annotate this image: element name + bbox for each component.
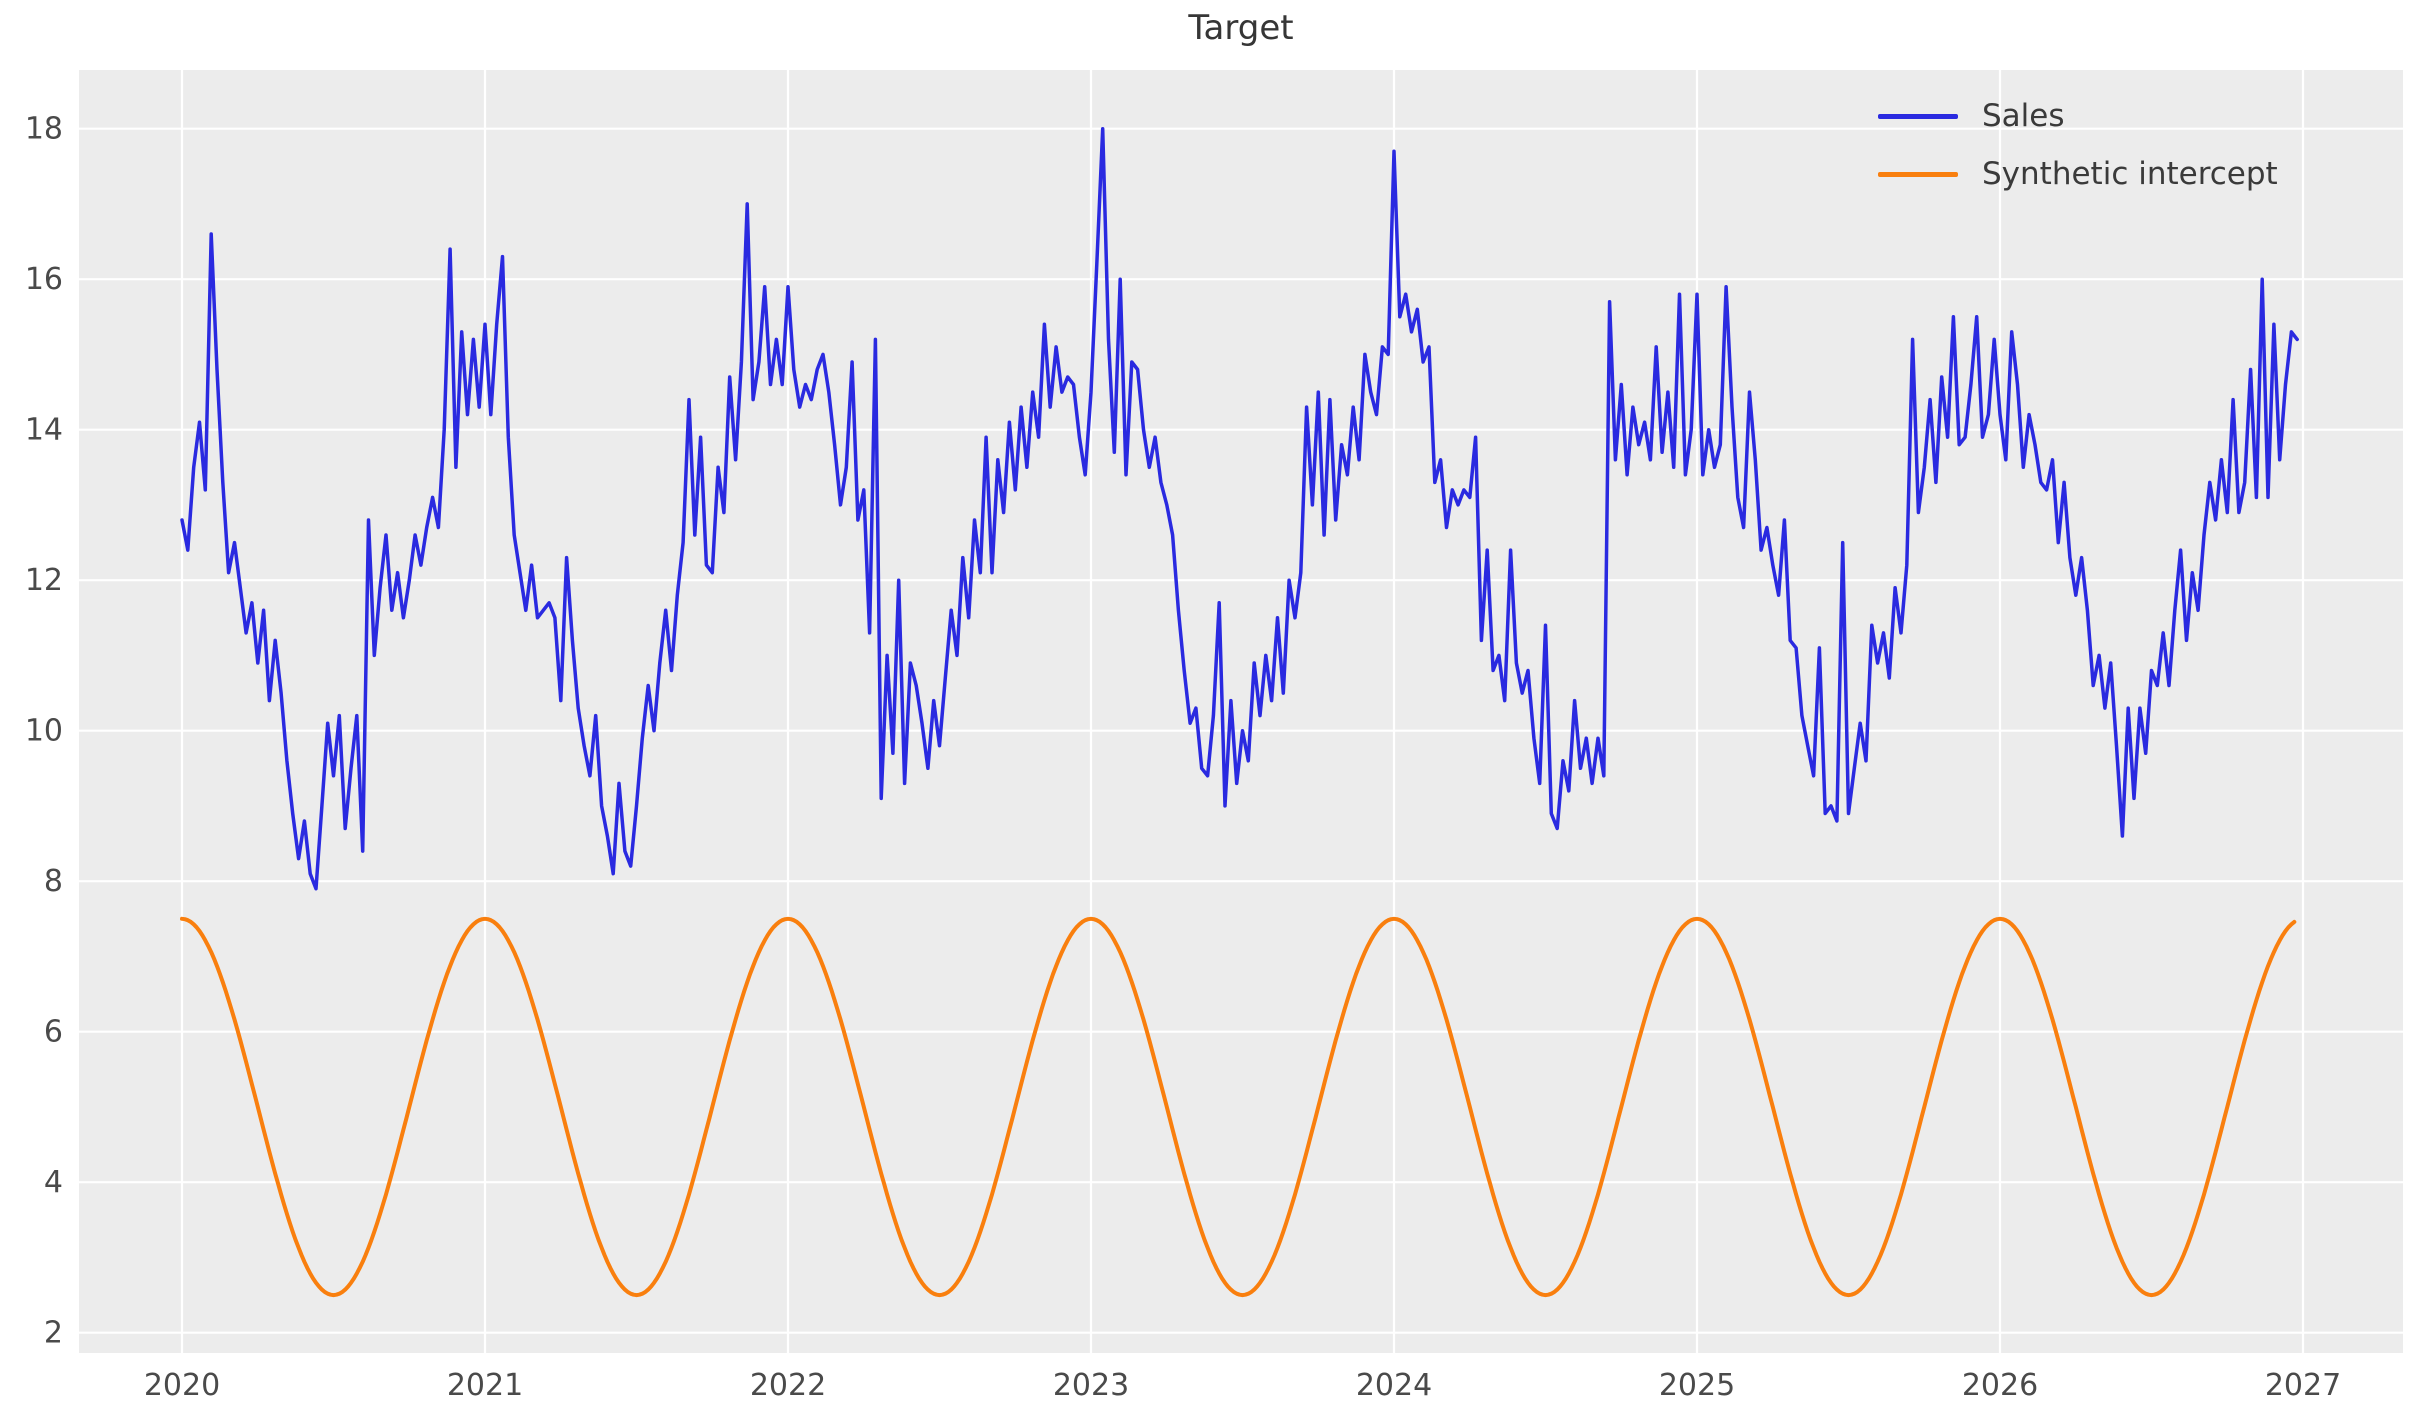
synthetic-intercept-series-line <box>180 916 2297 1298</box>
synthetic-intercept-line-swatch <box>1878 171 1958 177</box>
x-tick-label: 2023 <box>1053 1368 1129 1403</box>
x-tick-label: 2021 <box>447 1368 523 1403</box>
y-tick-label: 10 <box>25 714 63 749</box>
y-tick-label: 4 <box>44 1165 63 1200</box>
x-tick-label: 2026 <box>1962 1368 2038 1403</box>
x-tick-label: 2020 <box>144 1368 220 1403</box>
sales-line-swatch <box>1878 113 1958 119</box>
legend-item-synthetic-intercept: Synthetic intercept <box>1878 154 2278 194</box>
plot-background <box>79 70 2403 1353</box>
legend-label-synthetic-intercept: Synthetic intercept <box>1982 156 2278 192</box>
x-tick-label: 2024 <box>1356 1368 1432 1403</box>
y-tick-label: 12 <box>25 563 63 598</box>
y-tick-label: 14 <box>25 413 63 448</box>
x-tick-label: 2022 <box>750 1368 826 1403</box>
y-tick-label: 8 <box>44 864 63 899</box>
legend-item-sales: Sales <box>1878 96 2278 136</box>
y-tick-label: 6 <box>44 1015 63 1050</box>
x-tick-label: 2027 <box>2265 1368 2341 1403</box>
x-tick-label: 2025 <box>1659 1368 1735 1403</box>
y-tick-label: 16 <box>25 262 63 297</box>
sales-series-line <box>180 126 2299 891</box>
y-tick-label: 18 <box>25 112 63 147</box>
chart-title: Target <box>1188 8 1294 48</box>
legend-label-sales: Sales <box>1982 98 2065 134</box>
legend: Sales Synthetic intercept <box>1878 96 2278 194</box>
y-tick-label: 2 <box>44 1316 63 1351</box>
